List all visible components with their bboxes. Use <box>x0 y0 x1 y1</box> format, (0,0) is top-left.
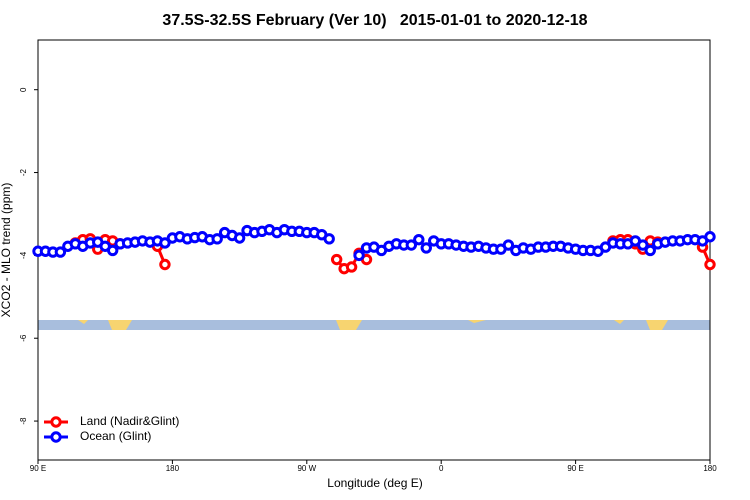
land-patch <box>78 320 88 324</box>
legend-marker <box>50 431 62 443</box>
y-tick-label: 0 <box>19 87 28 92</box>
data-point <box>54 246 67 258</box>
x-tick-label: 90 E <box>30 464 46 473</box>
ocean-strip <box>38 320 710 330</box>
x-tick-label: 180 <box>703 464 717 473</box>
data-point <box>211 233 223 245</box>
y-tick-label: -6 <box>19 334 28 342</box>
land-patch <box>614 320 624 324</box>
x-axis-label: Longitude (deg E) <box>327 476 422 490</box>
data-point <box>644 244 656 257</box>
y-tick-label: -2 <box>19 168 28 176</box>
land-map-strip <box>38 320 710 330</box>
legend-label: Ocean (Glint) <box>80 429 151 443</box>
y-axis-label: XCO2 - MLO trend (ppm) <box>0 183 13 318</box>
data-point <box>704 258 716 271</box>
data-point <box>502 239 515 251</box>
x-tick-label: 90 E <box>567 464 583 473</box>
legend-label: Land (Nadir&Glint) <box>80 414 179 428</box>
data-point <box>330 253 343 266</box>
data-point <box>405 239 418 251</box>
data-point <box>420 242 432 254</box>
data-point <box>413 233 425 246</box>
x-tick-label: 0 <box>439 464 444 473</box>
data-point <box>704 231 716 243</box>
land-patch <box>646 320 668 330</box>
x-tick-label: 90 W <box>297 464 316 473</box>
legend-marker <box>50 416 62 428</box>
data-point <box>637 239 649 251</box>
data-point <box>345 261 358 273</box>
y-tick-label: -8 <box>19 417 28 425</box>
data-point <box>106 244 119 257</box>
legend: Land (Nadir&Glint)Ocean (Glint) <box>44 414 179 443</box>
land-patch <box>108 320 132 330</box>
x-tick-label: 180 <box>166 464 180 473</box>
data-point <box>353 249 365 262</box>
data-point <box>323 233 335 245</box>
data-point <box>233 232 246 244</box>
land-patch <box>336 320 362 330</box>
data-point <box>159 237 171 249</box>
data-point <box>159 258 171 271</box>
y-tick-label: -4 <box>19 251 28 259</box>
chart-title: 37.5S-32.5S February (Ver 10) 2015-01-01… <box>162 12 587 29</box>
land-patch <box>468 320 486 323</box>
